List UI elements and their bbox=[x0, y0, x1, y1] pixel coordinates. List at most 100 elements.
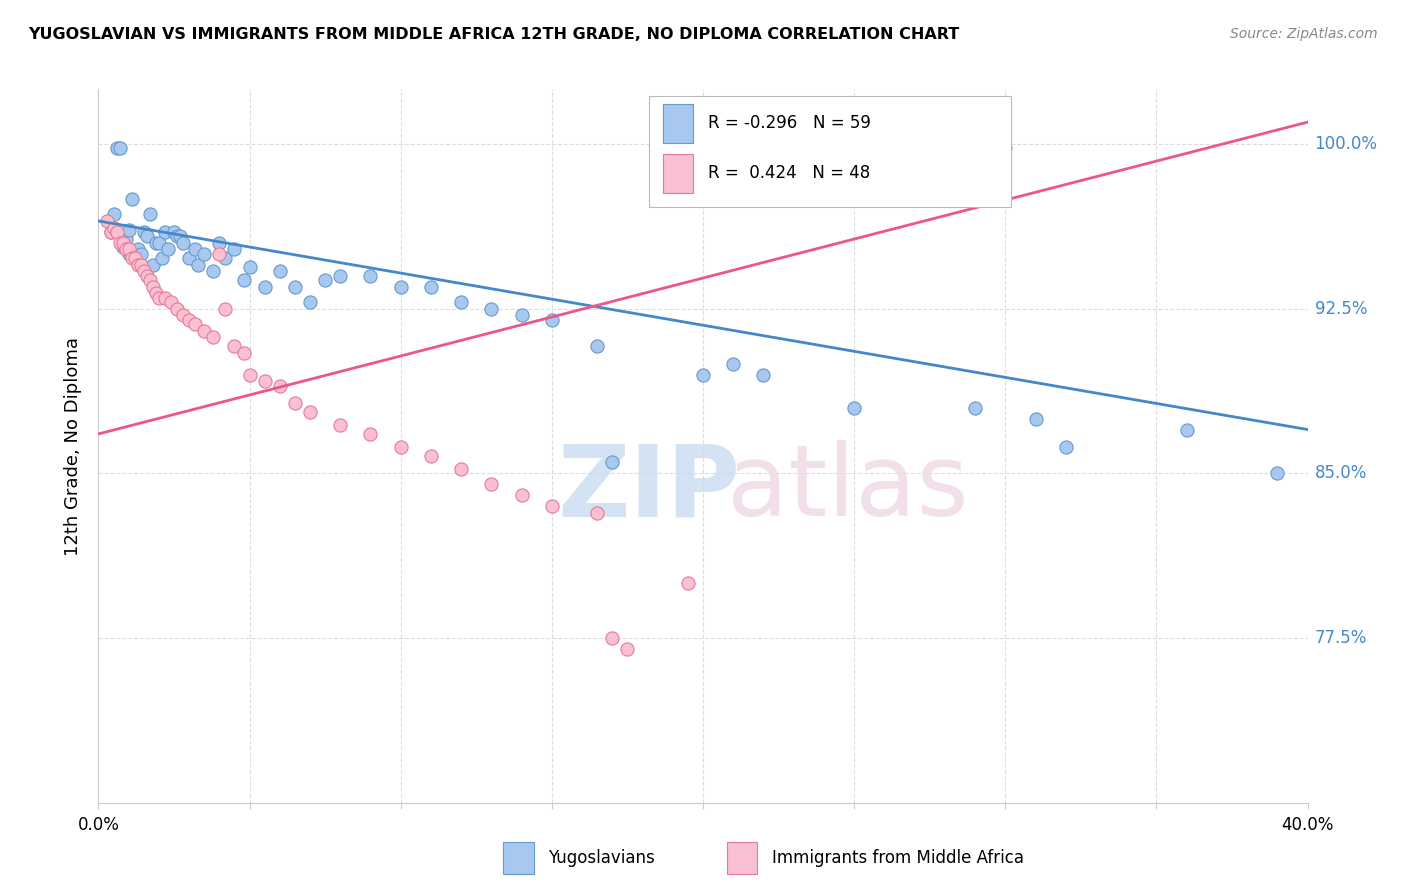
Point bbox=[118, 247, 141, 261]
Point bbox=[129, 247, 152, 261]
Point bbox=[172, 235, 194, 250]
Point bbox=[184, 243, 207, 257]
Point bbox=[124, 252, 146, 266]
Point bbox=[844, 401, 866, 415]
Point bbox=[105, 141, 128, 155]
Point bbox=[145, 286, 167, 301]
Point bbox=[145, 235, 167, 250]
Point bbox=[965, 401, 987, 415]
Point bbox=[132, 264, 155, 278]
Point bbox=[153, 291, 176, 305]
Point bbox=[103, 220, 125, 235]
Point bbox=[108, 141, 131, 155]
FancyBboxPatch shape bbox=[664, 103, 693, 143]
Point bbox=[360, 426, 382, 441]
Point bbox=[177, 312, 201, 326]
Point bbox=[232, 345, 254, 359]
Point bbox=[103, 207, 125, 221]
Point bbox=[994, 141, 1017, 155]
Point bbox=[224, 339, 246, 353]
Point bbox=[187, 258, 209, 272]
Text: Yugoslavians: Yugoslavians bbox=[548, 849, 655, 867]
Point bbox=[253, 374, 276, 388]
Text: YUGOSLAVIAN VS IMMIGRANTS FROM MIDDLE AFRICA 12TH GRADE, NO DIPLOMA CORRELATION : YUGOSLAVIAN VS IMMIGRANTS FROM MIDDLE AF… bbox=[28, 27, 959, 42]
Point bbox=[602, 631, 624, 645]
Point bbox=[208, 235, 231, 250]
Point bbox=[100, 225, 122, 239]
Point bbox=[602, 455, 624, 469]
Point bbox=[163, 225, 186, 239]
Point bbox=[676, 576, 699, 591]
Point bbox=[142, 280, 165, 294]
Text: 100.0%: 100.0% bbox=[1315, 135, 1378, 153]
FancyBboxPatch shape bbox=[503, 842, 534, 874]
Point bbox=[121, 252, 143, 266]
Point bbox=[148, 291, 170, 305]
Point bbox=[202, 264, 225, 278]
Point bbox=[329, 268, 352, 283]
Point bbox=[419, 280, 441, 294]
Point bbox=[208, 247, 231, 261]
Point bbox=[214, 252, 236, 266]
Point bbox=[127, 243, 149, 257]
Point bbox=[450, 295, 472, 310]
Point bbox=[450, 462, 472, 476]
Point bbox=[108, 235, 131, 250]
Point bbox=[156, 243, 179, 257]
Text: 40.0%: 40.0% bbox=[1281, 816, 1334, 834]
Point bbox=[269, 264, 291, 278]
Point bbox=[269, 378, 291, 392]
Point bbox=[232, 273, 254, 287]
Point bbox=[752, 368, 775, 382]
Point bbox=[510, 488, 533, 502]
Text: Immigrants from Middle Africa: Immigrants from Middle Africa bbox=[772, 849, 1024, 867]
Point bbox=[184, 317, 207, 331]
Point bbox=[239, 260, 262, 274]
Point bbox=[1265, 467, 1288, 481]
Text: R = -0.296   N = 59: R = -0.296 N = 59 bbox=[707, 114, 870, 132]
Point bbox=[124, 252, 146, 266]
Point bbox=[540, 500, 562, 514]
Point bbox=[118, 243, 141, 257]
Point bbox=[166, 301, 188, 316]
Point bbox=[692, 368, 714, 382]
Point bbox=[1024, 411, 1046, 425]
Point bbox=[135, 268, 157, 283]
Point bbox=[586, 339, 609, 353]
FancyBboxPatch shape bbox=[727, 842, 758, 874]
Point bbox=[284, 396, 307, 410]
Point bbox=[1054, 440, 1077, 454]
Point bbox=[299, 405, 322, 419]
Text: 92.5%: 92.5% bbox=[1315, 300, 1367, 318]
Point bbox=[114, 243, 136, 257]
Point bbox=[105, 225, 128, 239]
Point bbox=[100, 225, 122, 239]
Point bbox=[166, 229, 188, 244]
Point bbox=[202, 330, 225, 344]
Point bbox=[111, 235, 134, 250]
FancyBboxPatch shape bbox=[664, 153, 693, 193]
Text: R =  0.424   N = 48: R = 0.424 N = 48 bbox=[707, 164, 870, 182]
Point bbox=[481, 301, 503, 316]
Point bbox=[139, 273, 162, 287]
Text: 77.5%: 77.5% bbox=[1315, 629, 1367, 647]
Point bbox=[616, 642, 638, 657]
Point bbox=[177, 252, 201, 266]
Point bbox=[150, 252, 173, 266]
Text: atlas: atlas bbox=[727, 441, 969, 537]
Point bbox=[224, 243, 246, 257]
FancyBboxPatch shape bbox=[648, 96, 1011, 207]
Point bbox=[118, 223, 141, 237]
Text: ZIP: ZIP bbox=[558, 441, 741, 537]
Point bbox=[721, 357, 744, 371]
Text: 0.0%: 0.0% bbox=[77, 816, 120, 834]
Point bbox=[172, 309, 194, 323]
Point bbox=[114, 231, 136, 245]
Point bbox=[169, 229, 191, 244]
Point bbox=[193, 324, 215, 338]
Text: 85.0%: 85.0% bbox=[1315, 465, 1367, 483]
Point bbox=[284, 280, 307, 294]
Point bbox=[510, 309, 533, 323]
Text: Source: ZipAtlas.com: Source: ZipAtlas.com bbox=[1230, 27, 1378, 41]
Point bbox=[481, 477, 503, 491]
